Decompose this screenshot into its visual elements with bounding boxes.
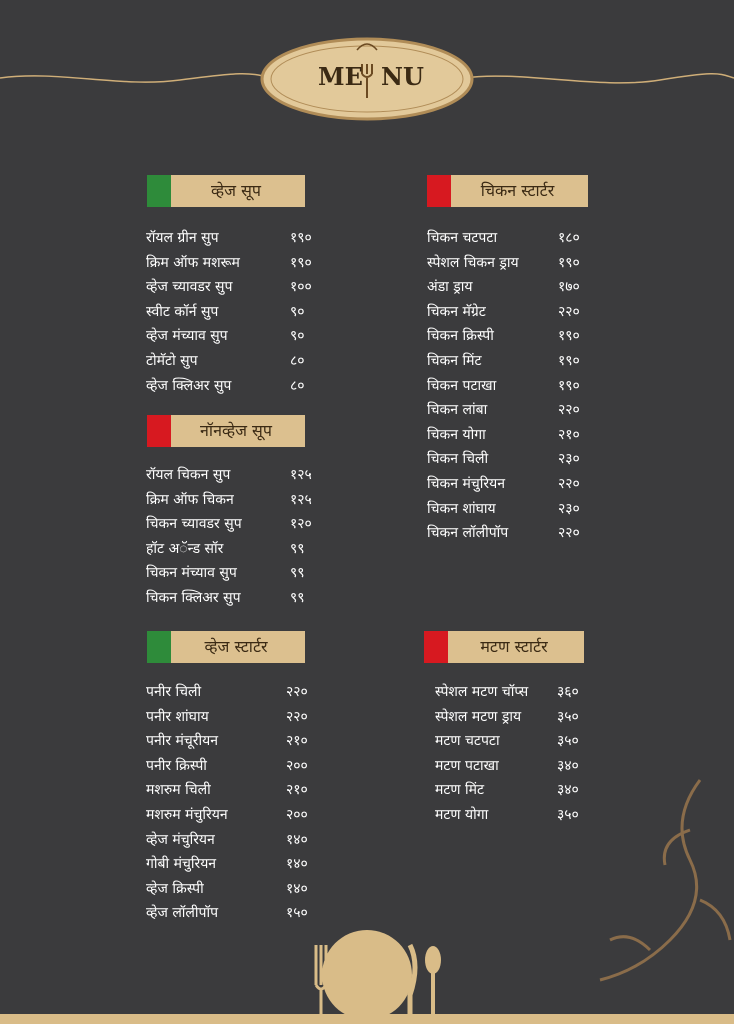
item-price: ३४० — [557, 782, 579, 799]
item-name: चिकन मंचुरियन — [427, 476, 505, 492]
item-name: मशरुम चिली — [146, 782, 211, 799]
item-price: १२५ — [290, 467, 312, 483]
item-name: टोमॅटो सुप — [146, 353, 198, 369]
item-price: १२० — [290, 516, 312, 533]
item-name: व्हेज लॉलीपॉप — [146, 905, 219, 922]
item-price: २२० — [286, 708, 308, 725]
item-name: चिकन क्लिअर सुप — [146, 590, 241, 606]
item-price: २२० — [558, 525, 580, 542]
item-name: चिकन शांघाय — [427, 500, 496, 517]
item-name: मटण योगा — [435, 807, 489, 823]
title-left: ME — [318, 62, 363, 91]
item-price: २१० — [286, 782, 308, 799]
section-heading: व्हेज स्टार्टर — [147, 631, 305, 663]
item-name: चिकन क्रिस्पी — [427, 328, 494, 345]
item-price: २३० — [558, 500, 580, 517]
item-name: स्पेशल चिकन ड्राय — [427, 254, 519, 271]
section-heading: व्हेज सूप — [147, 175, 305, 207]
marker — [147, 175, 171, 207]
item-name: चिकन मॅग्रेट — [427, 303, 486, 320]
item-name: स्पेशल मटण चॉप्स — [435, 684, 529, 700]
item-price: ९९ — [290, 565, 305, 582]
title-right: NU — [381, 62, 424, 91]
item-name: चिकन चटपटा — [427, 230, 498, 246]
item-price: ३५० — [557, 807, 579, 823]
item-price: ९० — [290, 328, 305, 345]
item-name: चिकन च्यावडर सुप — [146, 516, 242, 533]
item-price: २२० — [558, 402, 580, 419]
item-price: २२० — [286, 684, 308, 700]
item-name: गोबी मंचुरियन — [146, 856, 217, 873]
item-name: क्रिम ऑफ चिकन — [146, 491, 234, 508]
item-name: पनीर शांघाय — [146, 708, 209, 725]
item-name: चिकन मिंट — [427, 353, 482, 369]
item-name: रॉयल ग्रीन सुप — [146, 230, 219, 246]
item-name: व्हेज क्लिअर सुप — [146, 377, 232, 394]
item-name: क्रिम ऑफ मशरूम — [146, 254, 240, 271]
item-name: चिकन लांबा — [427, 402, 488, 419]
item-price: ३५० — [557, 733, 579, 750]
item-price: ९९ — [290, 540, 305, 557]
item-price: १४० — [286, 831, 308, 848]
item-price: १५० — [286, 905, 308, 922]
item-name: व्हेज च्यावडर सुप — [146, 279, 233, 296]
item-name: व्हेज क्रिस्पी — [146, 880, 204, 897]
section-heading: चिकन स्टार्टर — [427, 175, 588, 207]
item-price: १०० — [290, 279, 312, 296]
item-price: २२० — [558, 303, 580, 320]
item-name: मटण मिंट — [435, 782, 485, 799]
item-name: रॉयल चिकन सुप — [146, 467, 231, 483]
item-name: चिकन चिली — [427, 451, 489, 468]
item-price: १९० — [290, 254, 312, 271]
item-name: मटण पटाखा — [435, 757, 499, 774]
item-name: मटण चटपटा — [435, 733, 500, 750]
item-price: २०० — [286, 807, 308, 823]
item-name: पनीर क्रिस्पी — [146, 757, 207, 774]
item-name: स्पेशल मटण ड्राय — [435, 708, 522, 725]
item-price: २०० — [286, 757, 308, 774]
item-name: हॉट अॅन्ड सॉर — [146, 540, 224, 557]
item-price: १९० — [558, 328, 580, 345]
item-price: ९९ — [290, 590, 305, 606]
item-price: १९० — [290, 230, 312, 246]
item-price: ३४० — [557, 757, 579, 774]
item-price: १४० — [286, 880, 308, 897]
item-price: ८० — [290, 353, 305, 369]
item-name: व्हेज मंच्याव सुप — [146, 328, 228, 345]
item-name: पनीर मंचूरीयन — [146, 733, 219, 750]
section-heading: नॉनव्हेज सूप — [147, 415, 305, 447]
marker — [427, 175, 451, 207]
item-name: स्वीट कॉर्न सुप — [146, 303, 219, 320]
section-heading: मटण स्टार्टर — [424, 631, 584, 663]
item-price: ३६० — [557, 684, 579, 700]
item-name: चिकन मंच्याव सुप — [146, 565, 237, 582]
marker — [147, 415, 171, 447]
item-price: २२० — [558, 476, 580, 492]
item-name: चिकन योगा — [427, 426, 486, 443]
item-price: १२५ — [290, 491, 312, 508]
item-name: व्हेज मंचुरियन — [146, 831, 215, 848]
item-price: ३५० — [557, 708, 579, 725]
item-price: ८० — [290, 377, 305, 394]
item-price: १७० — [558, 279, 580, 296]
item-price: २१० — [558, 426, 580, 443]
item-name: चिकन पटाखा — [427, 377, 497, 394]
item-name: मशरुम मंचुरियन — [146, 807, 228, 823]
item-price: १९० — [558, 377, 580, 394]
item-price: १४० — [286, 856, 308, 873]
item-price: २१० — [286, 733, 308, 750]
item-price: १९० — [558, 254, 580, 271]
item-name: पनीर चिली — [146, 684, 202, 700]
item-price: २३० — [558, 451, 580, 468]
item-price: ९० — [290, 303, 305, 320]
item-name: चिकन लॉलीपॉप — [427, 525, 509, 542]
marker — [147, 631, 171, 663]
item-price: १९० — [558, 353, 580, 369]
item-name: अंडा ड्राय — [427, 279, 473, 296]
item-price: १८० — [558, 230, 580, 246]
marker — [424, 631, 448, 663]
